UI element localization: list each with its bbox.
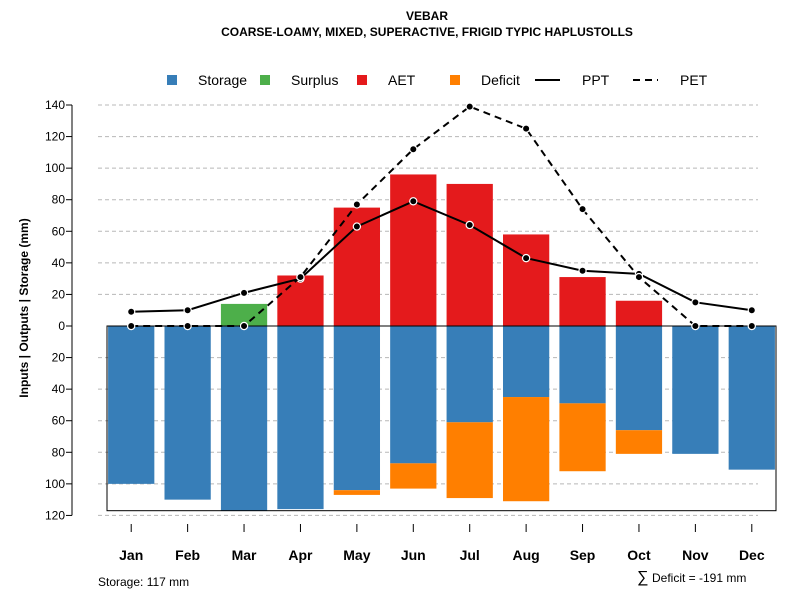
storage-bar-oct xyxy=(615,326,663,431)
storage-bar-nov xyxy=(672,326,719,454)
x-tick-label-may: May xyxy=(343,547,370,563)
x-tick-label-jan: Jan xyxy=(119,547,143,563)
y-tick-label: 120 xyxy=(45,130,65,144)
y-tick-label: 100 xyxy=(45,161,65,175)
y-tick-label: 100 xyxy=(45,477,65,491)
pet-line xyxy=(131,105,752,327)
ppt-point-sep xyxy=(578,266,587,275)
ppt-point-jul xyxy=(465,220,474,230)
legend-label-storage: Storage xyxy=(198,72,247,88)
ppt-point-aug xyxy=(521,253,531,263)
deficit-bar-jun xyxy=(390,463,437,489)
aet-bar-sep xyxy=(559,277,606,326)
ppt-line xyxy=(131,200,752,313)
deficit-bar-oct xyxy=(615,430,663,454)
y-axis-label: Inputs | Outputs | Storage (mm) xyxy=(17,218,31,397)
y-tick-label: 80 xyxy=(52,193,66,207)
storage-bar-mar xyxy=(220,326,268,511)
y-tick-label: 20 xyxy=(52,287,66,301)
storage-bar-jul xyxy=(446,326,493,423)
storage-annotation: Storage: 117 mm xyxy=(98,575,189,589)
pet-point-dec xyxy=(747,321,756,331)
legend-label-pet: PET xyxy=(680,72,708,88)
deficit-bar-aug xyxy=(502,397,550,502)
ppt-point-feb xyxy=(183,306,192,315)
ppt-point-nov xyxy=(691,298,700,307)
pet-point-feb xyxy=(183,321,192,331)
deficit-bar-jul xyxy=(446,422,493,499)
bars xyxy=(108,174,775,511)
deficit-bar-may xyxy=(333,490,381,495)
storage-bar-aug xyxy=(502,326,550,398)
x-tick-label-aug: Aug xyxy=(513,547,540,563)
y-tick-label: 40 xyxy=(52,382,66,396)
y-tick-label: 20 xyxy=(52,351,66,365)
pet-point-nov xyxy=(691,321,700,331)
ppt-point-jun xyxy=(409,197,418,206)
x-tick-label-apr: Apr xyxy=(288,547,313,563)
x-tick-label-nov: Nov xyxy=(682,547,709,563)
y-tick-label: 60 xyxy=(52,414,66,428)
pet-point-jun xyxy=(409,144,418,154)
deficit-bar-sep xyxy=(559,403,606,472)
pet-point-aug xyxy=(521,124,531,133)
aet-bar-jul xyxy=(446,183,493,326)
legend-label-surplus: Surplus xyxy=(291,72,338,88)
legend-label-deficit: Deficit xyxy=(481,72,520,88)
x-tick-label-oct: Oct xyxy=(627,547,651,563)
storage-bar-jun xyxy=(390,326,437,464)
ppt-point-mar xyxy=(239,288,249,298)
pet-point-jan xyxy=(127,321,136,331)
axes: 140 120 100 80 60 40 20 0 20 40 60 80 100 120 Jan Feb Ma… xyxy=(45,98,777,563)
aet-bar-apr xyxy=(277,275,324,326)
x-tick-label-sep: Sep xyxy=(570,547,596,563)
storage-bar-jan xyxy=(108,326,155,484)
x-tick-label-jun: Jun xyxy=(401,547,426,563)
chart-title: VEBAR xyxy=(406,9,448,23)
legend-swatch-deficit xyxy=(450,75,460,85)
pet-point-mar xyxy=(239,321,249,331)
x-tick-label-mar: Mar xyxy=(232,547,257,563)
legend-label-aet: AET xyxy=(388,72,416,88)
y-tick-label: 0 xyxy=(58,319,65,333)
pet-point-apr xyxy=(296,272,305,282)
chart-subtitle: COARSE-LOAMY, MIXED, SUPERACTIVE, FRIGID… xyxy=(221,25,633,39)
storage-bar-sep xyxy=(559,326,606,404)
storage-bar-dec xyxy=(728,326,775,470)
aet-bar-oct xyxy=(615,300,663,326)
y-tick-label: 60 xyxy=(52,224,66,238)
pet-point-sep xyxy=(578,204,587,214)
sigma-icon: ∑ xyxy=(637,569,648,586)
legend-swatch-storage xyxy=(167,75,177,85)
x-tick-label-jul: Jul xyxy=(460,547,480,563)
pet-point-oct xyxy=(634,272,644,282)
y-tick-label: 40 xyxy=(52,256,66,270)
x-tick-label-dec: Dec xyxy=(739,547,765,563)
ppt-point-may xyxy=(352,222,362,231)
legend: Storage Surplus AET Deficit PPT PET xyxy=(167,72,708,88)
y-tick-label: 120 xyxy=(45,508,65,522)
ppt-point-dec xyxy=(747,306,756,315)
ppt-point-jan xyxy=(127,307,136,316)
legend-label-ppt: PPT xyxy=(582,72,610,88)
x-tick-label-feb: Feb xyxy=(175,547,200,563)
y-tick-label: 140 xyxy=(45,98,65,112)
pet-point-may xyxy=(352,200,362,209)
storage-bar-apr xyxy=(277,326,324,510)
y-tick-label: 80 xyxy=(52,445,66,459)
storage-bar-may xyxy=(333,326,381,491)
surplus-bar-mar xyxy=(220,303,268,326)
pet-point-jul xyxy=(465,102,474,111)
series-lines xyxy=(127,102,756,331)
legend-swatch-aet xyxy=(357,75,367,85)
legend-swatch-surplus xyxy=(260,75,270,85)
deficit-annotation: Deficit = -191 mm xyxy=(652,571,746,585)
storage-bar-feb xyxy=(164,326,211,500)
